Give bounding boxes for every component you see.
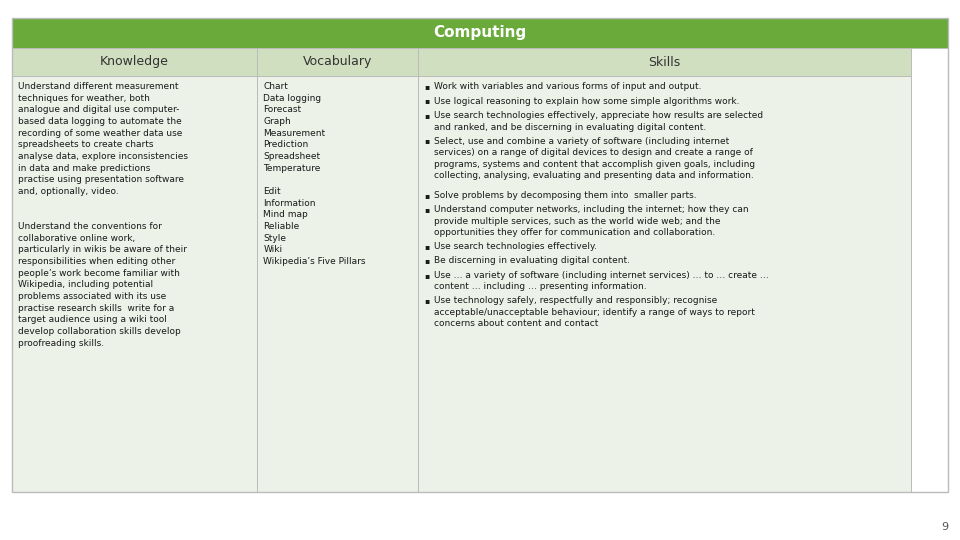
Text: ▪: ▪ [424,241,429,251]
Text: Knowledge: Knowledge [100,56,169,69]
Text: ▪: ▪ [424,271,429,280]
Bar [12,18,948,492]
Bar [257,76,419,492]
Text: Work with variables and various forms of input and output.: Work with variables and various forms of… [434,82,702,91]
Text: 9: 9 [941,522,948,532]
Text: Chart
Data logging
Forecast
Graph
Measurement
Prediction
Spreadsheet
Temperature: Chart Data logging Forecast Graph Measur… [263,82,366,266]
Bar [12,76,257,492]
Text: Vocabulary: Vocabulary [303,56,372,69]
Bar [257,48,419,76]
Text: Use … a variety of software (including internet services) … to … create …
conten: Use … a variety of software (including i… [434,271,769,291]
Bar [12,18,948,48]
Text: ▪: ▪ [424,137,429,145]
Bar [419,76,910,492]
Text: ▪: ▪ [424,191,429,200]
Text: Use search technologies effectively, appreciate how results are selected
and ran: Use search technologies effectively, app… [434,111,763,132]
Text: Skills: Skills [648,56,681,69]
Bar [419,48,910,76]
Text: ▪: ▪ [424,296,429,305]
Text: ▪: ▪ [424,97,429,105]
Text: Use technology safely, respectfully and responsibly; recognise
acceptable/unacce: Use technology safely, respectfully and … [434,296,756,328]
Text: Be discerning in evaluating digital content.: Be discerning in evaluating digital cont… [434,256,630,265]
Text: Understand different measurement
techniques for weather, both
analogue and digit: Understand different measurement techniq… [18,82,188,348]
Text: ▪: ▪ [424,256,429,265]
Text: Computing: Computing [433,25,527,40]
Text: Select, use and combine a variety of software (including internet
services) on a: Select, use and combine a variety of sof… [434,137,756,180]
Text: ▪: ▪ [424,111,429,120]
Text: Use logical reasoning to explain how some simple algorithms work.: Use logical reasoning to explain how som… [434,97,740,105]
Bar [12,48,257,76]
Text: Understand computer networks, including the internet; how they can
provide multi: Understand computer networks, including … [434,205,749,238]
Text: Solve problems by decomposing them into  smaller parts.: Solve problems by decomposing them into … [434,191,697,200]
Text: ▪: ▪ [424,82,429,91]
Text: ▪: ▪ [424,205,429,214]
Text: Use search technologies effectively.: Use search technologies effectively. [434,241,597,251]
